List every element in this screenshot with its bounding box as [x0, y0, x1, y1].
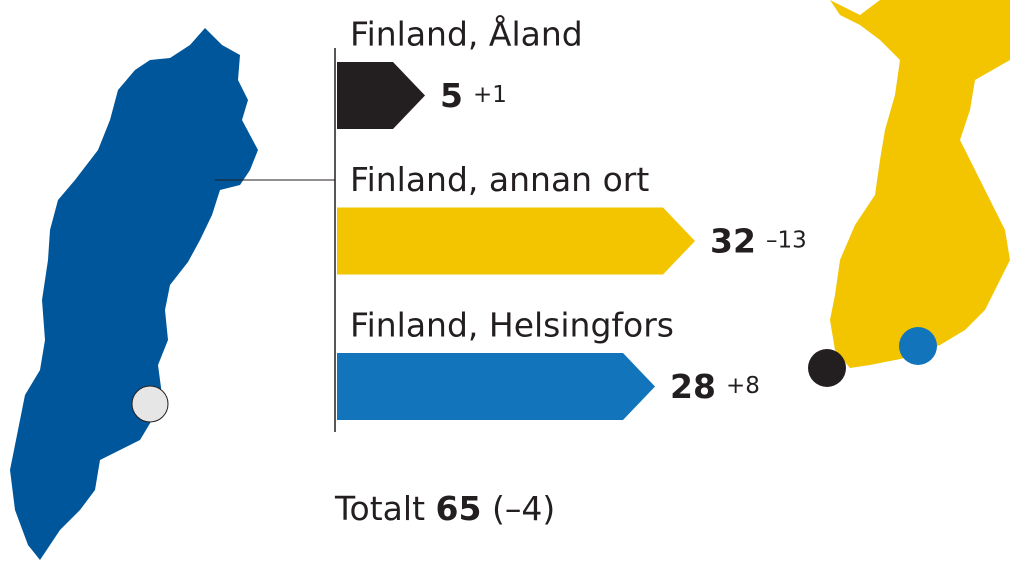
- bar: [337, 353, 655, 420]
- value-label: 28: [670, 367, 716, 406]
- total-value: 65: [436, 489, 482, 528]
- category-label: Finland, Helsingfors: [350, 306, 674, 345]
- bar: [337, 62, 425, 129]
- helsinki-marker: [899, 327, 937, 365]
- finland-map: [830, 0, 1010, 368]
- change-label: –13: [766, 228, 807, 254]
- total: Totalt 65 (–4): [334, 489, 555, 528]
- change-label: +8: [726, 373, 760, 399]
- sweden-marker: [131, 385, 169, 423]
- category-label: Finland, annan ort: [350, 160, 649, 199]
- value-label: 5: [440, 76, 463, 115]
- aland-marker: [808, 349, 846, 387]
- change-label: +1: [473, 82, 507, 108]
- total-label: Totalt: [334, 489, 425, 528]
- sweden-map: [10, 28, 258, 560]
- total-change: (–4): [492, 489, 555, 528]
- bar: [337, 207, 695, 275]
- category-label: Finland, Åland: [350, 14, 583, 54]
- value-label: 32: [710, 222, 756, 261]
